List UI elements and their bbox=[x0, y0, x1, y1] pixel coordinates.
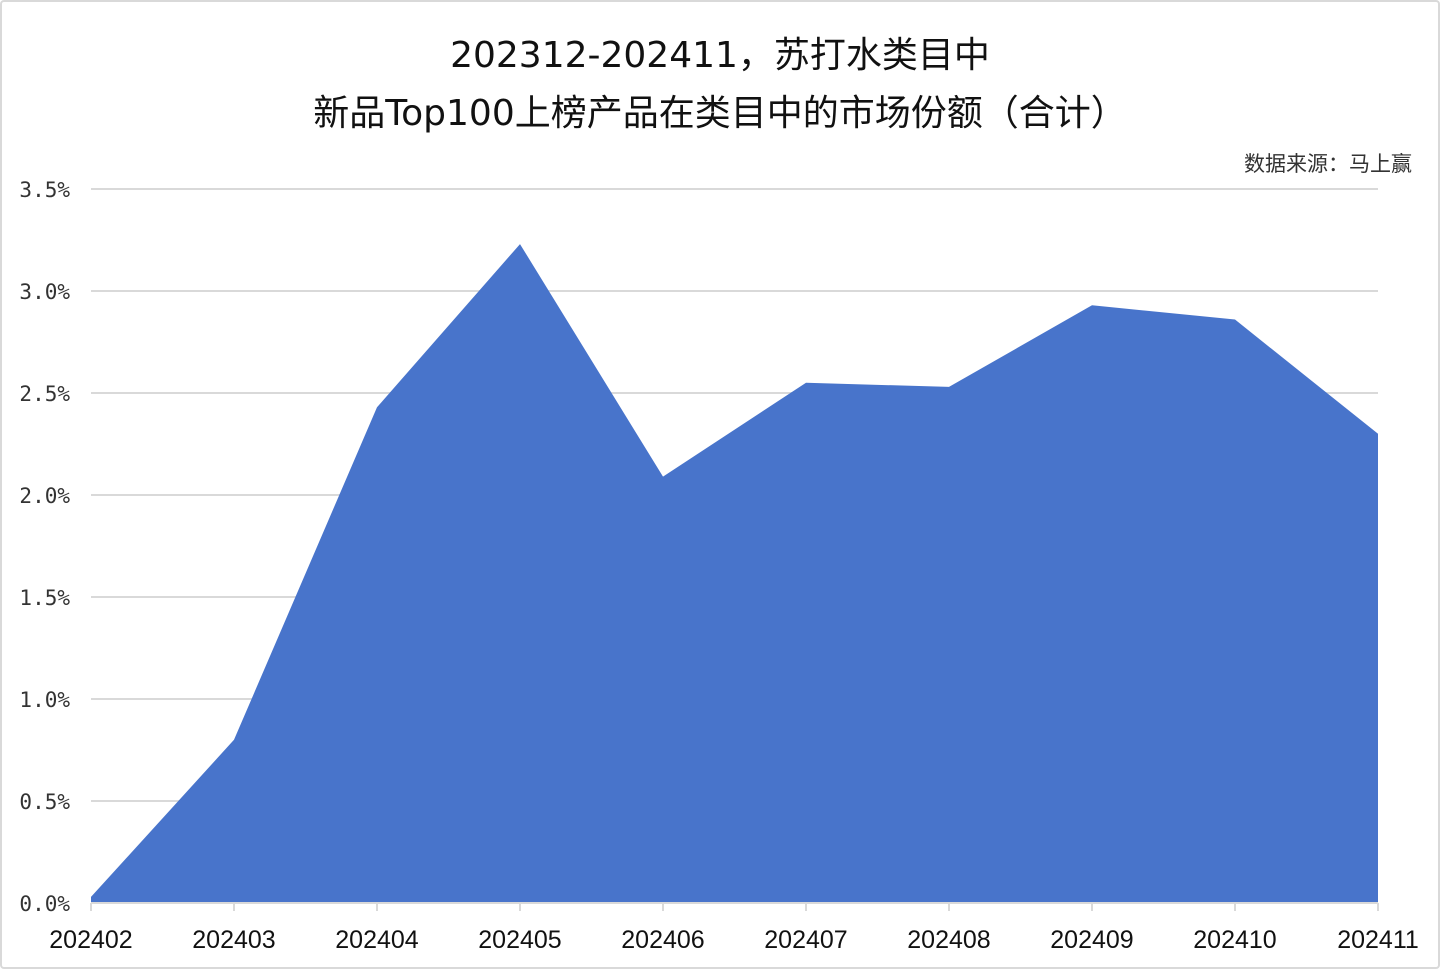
y-tick-label: 2.5% bbox=[19, 382, 70, 406]
x-tick-label: 202402 bbox=[49, 926, 132, 954]
data-source-note: 数据来源：马上赢 bbox=[1244, 152, 1412, 176]
x-tick-label: 202409 bbox=[1050, 926, 1133, 954]
y-tick-label: 1.5% bbox=[19, 586, 70, 610]
x-tick-label: 202403 bbox=[192, 926, 275, 954]
x-tick-label: 202408 bbox=[907, 926, 990, 954]
x-tick-label: 202406 bbox=[621, 926, 704, 954]
y-tick-label: 2.0% bbox=[19, 484, 70, 508]
x-tick-label: 202411 bbox=[1337, 926, 1419, 954]
y-tick-label: 1.0% bbox=[19, 688, 70, 712]
x-tick-label: 202404 bbox=[335, 926, 419, 954]
x-tick-label: 202410 bbox=[1193, 926, 1276, 954]
area-series bbox=[91, 244, 1378, 903]
y-tick-label: 0.5% bbox=[19, 790, 70, 814]
y-tick-label: 3.0% bbox=[19, 280, 70, 304]
y-tick-label: 0.0% bbox=[19, 892, 70, 916]
y-tick-label: 3.5% bbox=[19, 178, 70, 202]
x-tick-label: 202405 bbox=[478, 926, 561, 954]
chart-title-line1: 202312-202411，苏打水类目中 bbox=[450, 35, 990, 76]
chart-title-line2: 新品Top100上榜产品在类目中的市场份额（合计） bbox=[313, 93, 1127, 134]
x-tick-label: 202407 bbox=[764, 926, 847, 954]
